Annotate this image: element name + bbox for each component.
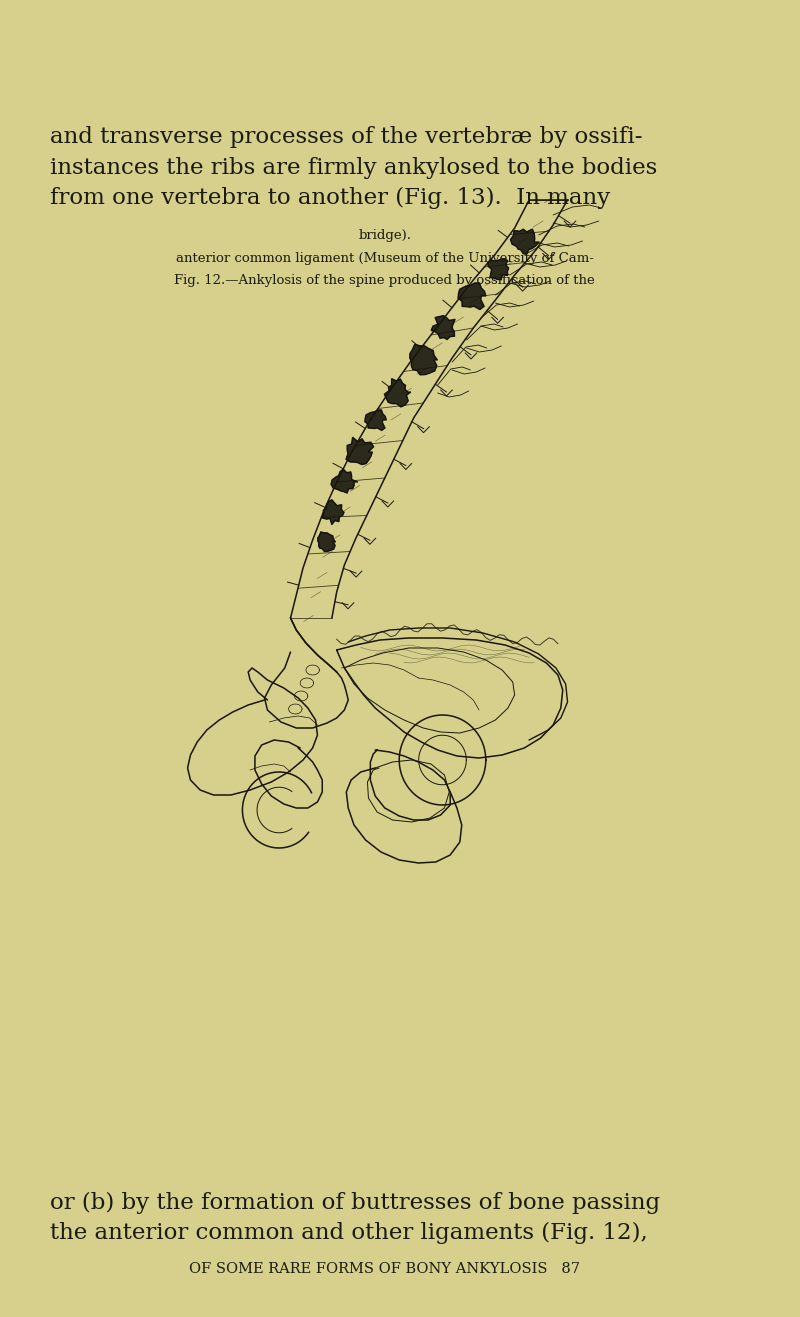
Text: from one vertebra to another (Fig. 13).  In many: from one vertebra to another (Fig. 13). … <box>50 187 610 209</box>
Text: instances the ribs are firmly ankylosed to the bodies: instances the ribs are firmly ankylosed … <box>50 157 658 179</box>
Text: or (b) by the formation of buttresses of bone passing: or (b) by the formation of buttresses of… <box>50 1192 660 1214</box>
Polygon shape <box>458 283 486 309</box>
Text: the anterior common and other ligaments (Fig. 12),: the anterior common and other ligaments … <box>50 1222 648 1245</box>
Polygon shape <box>365 410 386 431</box>
Text: bridge).: bridge). <box>358 229 411 242</box>
Text: Fig. 12.—Ankylosis of the spine produced by ossification of the: Fig. 12.—Ankylosis of the spine produced… <box>174 274 595 287</box>
Polygon shape <box>510 229 539 254</box>
Polygon shape <box>318 532 335 552</box>
Polygon shape <box>431 316 455 340</box>
Text: OF SOME RARE FORMS OF BONY ANKYLOSIS   87: OF SOME RARE FORMS OF BONY ANKYLOSIS 87 <box>190 1262 580 1276</box>
Polygon shape <box>488 258 509 279</box>
Polygon shape <box>384 379 410 407</box>
Text: anterior common ligament (Museum of the University of Cam-: anterior common ligament (Museum of the … <box>176 252 594 265</box>
Text: and transverse processes of the vertebræ by ossifi-: and transverse processes of the vertebræ… <box>50 126 642 149</box>
Polygon shape <box>331 469 358 493</box>
Polygon shape <box>410 344 438 375</box>
Polygon shape <box>346 437 374 465</box>
Polygon shape <box>322 500 344 524</box>
